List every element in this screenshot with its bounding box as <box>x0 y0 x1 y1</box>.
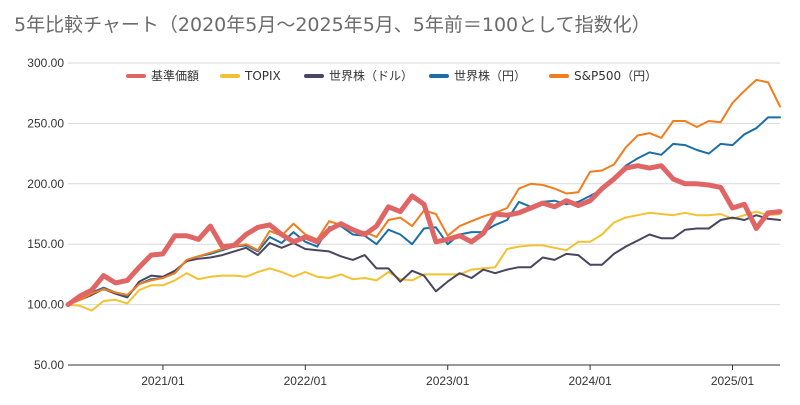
y-tick-label: 250.00 <box>27 116 64 130</box>
legend-label: 世界株（ドル） <box>329 68 413 83</box>
series-line-0 <box>65 163 783 308</box>
x-tick-label: 2024/01 <box>568 374 612 388</box>
legend-label: 世界株（円） <box>454 68 526 83</box>
y-tick-label: 300.00 <box>27 56 64 70</box>
y-tick-label: 100.00 <box>27 298 64 312</box>
legend-label: 基準価額 <box>151 68 199 83</box>
chart-title: 5年比較チャート（2020年5月〜2025年5月、5年前＝100として指数化） <box>14 14 651 36</box>
legend-label: S&P500（円） <box>574 69 657 83</box>
x-tick-label: 2021/01 <box>141 374 185 388</box>
legend-label: TOPIX <box>244 69 281 83</box>
y-tick-label: 200.00 <box>27 177 64 191</box>
y-tick-label: 150.00 <box>27 237 64 251</box>
series-line-1 <box>67 210 781 312</box>
x-tick-label: 2025/01 <box>711 374 755 388</box>
x-tick-label: 2023/01 <box>426 374 470 388</box>
y-tick-label: 50.00 <box>34 358 64 372</box>
x-tick-label: 2022/01 <box>284 374 328 388</box>
